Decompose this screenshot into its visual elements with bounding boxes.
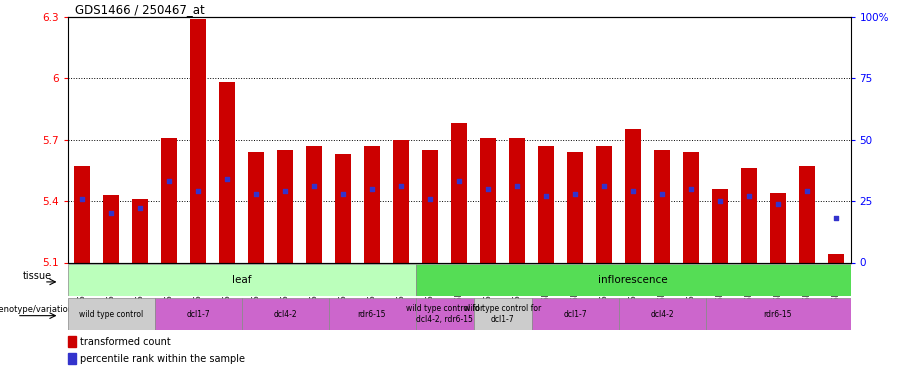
Bar [68,264,416,296]
Point [364,186,379,192]
Bar [68,353,76,364]
Point [597,183,611,189]
Bar [451,123,467,262]
Point [336,191,350,197]
Text: dcl1-7: dcl1-7 [563,310,587,319]
Bar [683,152,699,262]
Text: GDS1466 / 250467_at: GDS1466 / 250467_at [76,3,205,16]
Point [220,176,234,182]
Bar [480,138,496,262]
Text: inflorescence: inflorescence [598,275,668,285]
Point [655,191,670,197]
Bar [306,146,322,262]
Text: wild type control for
dcl1-7: wild type control for dcl1-7 [464,304,541,324]
Text: rdr6-15: rdr6-15 [358,310,386,319]
Bar [567,152,583,262]
Bar [241,298,328,330]
Point [539,193,554,199]
Bar [248,152,264,262]
Point [133,206,148,212]
Bar [190,19,206,262]
Point [162,178,176,184]
Point [307,183,321,189]
Bar [706,298,850,330]
Bar [538,146,554,262]
Point [278,188,293,194]
Point [742,193,756,199]
Text: wild type control: wild type control [79,310,143,319]
Text: tissue: tissue [22,270,51,280]
Point [829,215,843,221]
Text: leaf: leaf [232,275,251,285]
Point [568,191,582,197]
Bar [770,193,786,262]
Point [104,210,118,216]
Text: rdr6-15: rdr6-15 [764,310,792,319]
Point [626,188,640,194]
Bar [416,264,850,296]
Point [191,188,205,194]
Bar [219,82,235,262]
Point [423,196,437,202]
Bar [473,298,532,330]
Point [684,186,698,192]
Bar [68,298,155,330]
Bar [596,146,612,262]
Point [713,198,727,204]
Bar [416,298,473,330]
Text: dcl4-2: dcl4-2 [650,310,674,319]
Bar [799,166,815,262]
Bar [393,140,409,262]
Point [509,183,524,189]
Bar [103,195,119,262]
Bar [654,150,670,262]
Bar [618,298,706,330]
Text: genotype/variation: genotype/variation [0,305,74,314]
Bar [828,254,844,262]
Point [770,201,785,207]
Bar [155,298,241,330]
Bar [132,199,148,262]
Point [800,188,814,194]
Bar [74,166,90,262]
Bar [277,150,293,262]
Bar [335,154,351,262]
Bar [509,138,525,262]
Bar [625,129,641,262]
Point [248,191,263,197]
Bar [422,150,438,262]
Point [452,178,466,184]
Bar [712,189,728,262]
Text: percentile rank within the sample: percentile rank within the sample [80,354,245,364]
Bar [68,336,76,347]
Bar [328,298,416,330]
Text: wild type control for
dcl4-2, rdr6-15: wild type control for dcl4-2, rdr6-15 [406,304,483,324]
Bar [364,146,380,262]
Point [394,183,409,189]
Text: dcl4-2: dcl4-2 [274,310,297,319]
Bar [161,138,177,262]
Text: dcl1-7: dcl1-7 [186,310,210,319]
Point [481,186,495,192]
Bar [532,298,618,330]
Bar [741,168,757,262]
Text: transformed count: transformed count [80,337,171,347]
Point [75,196,89,202]
